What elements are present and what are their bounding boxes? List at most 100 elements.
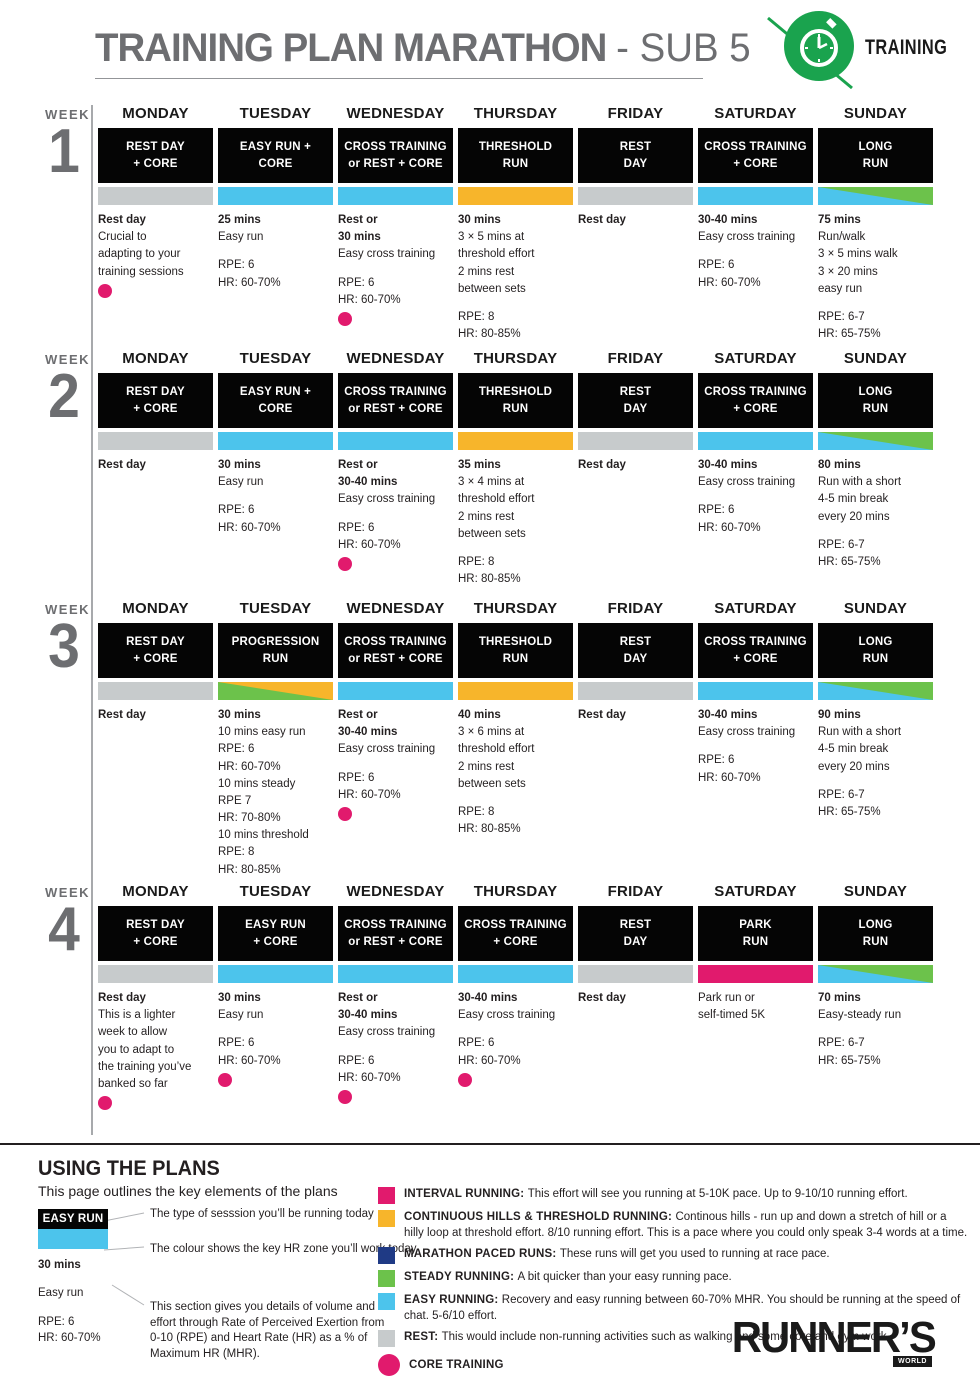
detail-line: 75 mins — [818, 214, 861, 226]
session-type-box: CROSS TRAINING + CORE — [698, 128, 813, 183]
session-details: 40 mins 3 × 6 mins at threshold effort 2 mi… — [458, 708, 573, 837]
session-type-label: REST — [619, 386, 652, 399]
legend-items: INTERVAL RUNNING: This effort will see y… — [378, 1187, 968, 1348]
legend-item-easy: EASY RUNNING: Recovery and easy running … — [378, 1293, 968, 1324]
session-type-label: RUN — [502, 652, 529, 665]
session-type-label: DAY — [623, 402, 648, 415]
detail-line: 30-40 mins — [698, 709, 758, 721]
detail-line: Easy-steady run — [818, 1009, 902, 1022]
day-column-saturday: SATURDAY CROSS TRAINING + CORE 30-40 mins Ea… — [698, 105, 813, 350]
session-details: Rest or 30-40 mins Easy cross training RPE:… — [338, 708, 453, 803]
session-type-label: + CORE — [733, 402, 778, 415]
session-type-box: THRESHOLD RUN — [458, 373, 573, 428]
detail-line: RPE: 6 — [698, 259, 735, 272]
day-column-thursday: THURSDAY THRESHOLD RUN 30 mins 3 × 5 mins at… — [458, 105, 573, 350]
hr-zone-bar-easy — [338, 187, 453, 205]
using-the-plans-section: USING THE PLANS This page outlines the k… — [0, 1143, 980, 1385]
session-type-label: LONG — [858, 919, 893, 932]
legend-item-marathon: MARATHON PACED RUNS: These runs will get… — [378, 1247, 968, 1265]
diagonal-colour-split — [218, 682, 333, 700]
example-hr: HR: 60-70% — [38, 1332, 101, 1345]
detail-line: 40 mins — [458, 709, 501, 721]
session-type-label: CORE — [258, 402, 293, 415]
badge-label: TRAINING — [864, 36, 947, 59]
day-name: THURSDAY — [473, 350, 558, 367]
session-type-label: REST — [619, 636, 652, 649]
session-type-box: CROSS TRAINING + CORE — [458, 906, 573, 961]
day-column-sunday: SUNDAY LONG RUN 80 mins Run with a short 4-5 … — [818, 350, 933, 600]
session-type-label: DAY — [623, 652, 648, 665]
legend-entry-label: MARATHON PACED RUNS: — [404, 1248, 560, 1261]
session-type-box: EASY RUN + CORE — [218, 128, 333, 183]
detail-line: HR: 70-80% — [218, 812, 281, 825]
session-type-label: LONG — [858, 636, 893, 649]
day-column-friday: FRIDAY REST DAY Rest day — [578, 600, 693, 883]
session-type-box: REST DAY + CORE — [98, 128, 213, 183]
week-number: 1 — [48, 117, 80, 186]
day-column-tuesday: TUESDAY EASY RUN + CORE 30 mins Easy run RPE:… — [218, 883, 333, 1135]
spacer — [818, 777, 933, 788]
core-training-dot — [458, 1072, 472, 1087]
detail-line: HR: 80-85% — [458, 823, 521, 836]
hr-zone-bar-long — [818, 432, 933, 450]
session-type-label: + CORE — [133, 652, 178, 665]
detail-line: RPE: 6 — [338, 521, 375, 534]
session-type-label: DAY — [623, 157, 648, 170]
legend-item-rest: REST: This would include non-running act… — [378, 1330, 968, 1348]
detail-line: every 20 mins — [818, 510, 890, 523]
detail-line: RPE 7 — [218, 794, 252, 807]
session-type-label: THRESHOLD — [478, 636, 553, 649]
example-duration: 30 mins — [38, 1259, 81, 1271]
session-type-label: CROSS TRAINING — [704, 386, 807, 399]
detail-line: RPE: 8 — [458, 805, 495, 818]
detail-line: RPE: 6 — [218, 504, 255, 517]
detail-line: RPE: 6 — [698, 504, 735, 517]
detail-line: RPE: 6-7 — [818, 310, 865, 323]
week-label: WEEK 1 — [45, 105, 93, 350]
session-type-box: REST DAY — [578, 906, 693, 961]
detail-line: training sessions — [98, 265, 184, 278]
spacer — [458, 544, 573, 555]
using-plans-heading: USING THE PLANS — [38, 1157, 220, 1180]
day-column-thursday: THURSDAY CROSS TRAINING + CORE 30-40 mins Ea… — [458, 883, 573, 1135]
detail-line: 70 mins — [818, 992, 861, 1004]
detail-line: Easy cross training — [698, 476, 796, 489]
detail-line: Easy cross training — [458, 1009, 556, 1022]
detail-line: easy run — [818, 282, 863, 295]
detail-line: HR: 60-70% — [698, 276, 761, 289]
day-column-friday: FRIDAY REST DAY Rest day — [578, 105, 693, 350]
detail-line: Rest day — [578, 214, 626, 226]
detail-line: RPE: 6 — [218, 743, 255, 756]
session-details: 35 mins 3 × 4 mins at threshold effort 2 mi… — [458, 458, 573, 587]
detail-line: RPE: 6 — [338, 1054, 375, 1067]
detail-line: Easy run — [218, 231, 264, 244]
hr-zone-bar-easy — [458, 965, 573, 983]
detail-line: adapting to your — [98, 248, 181, 261]
detail-line: 30-40 mins — [698, 214, 758, 226]
session-details: 70 mins Easy-steady run RPE: 6-7 HR: 65-75% — [818, 991, 933, 1069]
session-type-box: EASY RUN + CORE — [218, 373, 333, 428]
session-type-label: or REST + CORE — [348, 652, 443, 665]
detail-line: RPE: 6 — [338, 771, 375, 784]
detail-line: Easy cross training — [338, 1026, 436, 1039]
easy-swatch-icon — [378, 1293, 395, 1311]
session-type-label: + CORE — [133, 157, 178, 170]
session-type-label: RUN — [862, 157, 889, 170]
detail-line: RPE: 6-7 — [818, 788, 865, 801]
day-column-wednesday: WEDNESDAY CROSS TRAINING or REST + CORE Res… — [338, 883, 453, 1135]
day-column-sunday: SUNDAY LONG RUN 90 mins Run with a short 4-5 … — [818, 600, 933, 883]
detail-line: Rest or — [338, 709, 378, 721]
hr-zone-bar-rest — [98, 432, 213, 450]
session-type-label: CROSS TRAINING — [344, 919, 447, 932]
day-column-saturday: SATURDAY PARK RUN Park run or self-timed 5K — [698, 883, 813, 1135]
detail-line: 3 × 20 mins — [818, 265, 878, 278]
legend-item-interval: INTERVAL RUNNING: This effort will see y… — [378, 1187, 968, 1204]
spacer — [338, 265, 453, 276]
example-session-card: EASY RUN 30 mins Easy run RPE: 6 HR: 60-… — [38, 1209, 108, 1346]
session-details: Rest day — [98, 708, 213, 723]
week-label: WEEK 2 — [45, 350, 93, 600]
detail-line: between sets — [458, 777, 526, 790]
session-type-label: THRESHOLD — [478, 386, 553, 399]
hr-zone-bar-progression — [218, 682, 333, 700]
detail-line: 3 × 5 mins walk — [818, 248, 898, 261]
